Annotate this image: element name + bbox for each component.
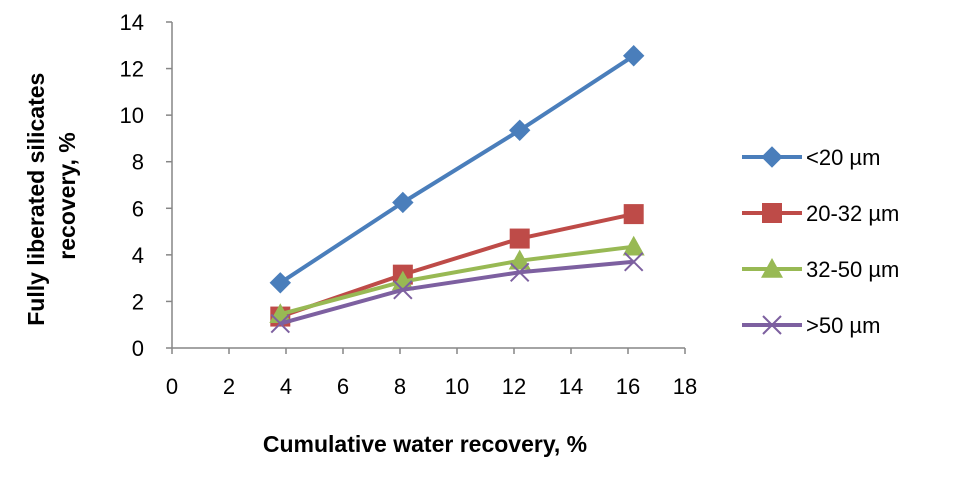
series-line	[279, 244, 634, 317]
y-tick-label: 14	[120, 10, 144, 35]
legend-marker	[761, 258, 783, 278]
data-point	[622, 235, 645, 256]
legend-label: >50 µm	[806, 313, 880, 338]
series-group	[269, 45, 645, 334]
x-tick-label: 2	[223, 374, 235, 399]
legend-item-4: >50 µm	[742, 313, 880, 338]
legend-item-3: 32-50 µm	[742, 257, 899, 282]
legend-label: 32-50 µm	[806, 257, 899, 282]
x-axis-ticks: 0 2 4 6 8 10 12 14 16 18	[166, 348, 697, 399]
x-tick-label: 0	[166, 374, 178, 399]
legend-marker	[762, 203, 782, 223]
legend-item-2: 20-32 µm	[742, 201, 899, 226]
y-axis-title-line-1: Fully liberated silicates	[23, 73, 49, 326]
data-point	[622, 45, 645, 67]
data-point	[623, 204, 644, 225]
y-axis-title-line-2: recovery, %	[54, 132, 80, 259]
marker-stroke	[509, 262, 530, 283]
data-point	[509, 262, 530, 283]
x-axis-title: Cumulative water recovery, %	[263, 431, 587, 457]
x-tick-label: 14	[559, 374, 583, 399]
axes	[171, 22, 685, 349]
x-tick-label: 8	[394, 374, 406, 399]
data-point	[270, 313, 291, 334]
legend-marker	[762, 315, 782, 335]
y-tick-label: 6	[132, 196, 144, 221]
y-tick-label: 10	[120, 103, 144, 128]
series-line	[279, 259, 634, 326]
legend-item-1: <20 µm	[742, 145, 880, 170]
series-1	[269, 45, 645, 294]
legend-label: 20-32 µm	[806, 201, 899, 226]
data-point	[623, 252, 644, 272]
data-point	[393, 280, 413, 300]
x-tick-label: 16	[616, 374, 640, 399]
legend-marker	[761, 146, 783, 168]
data-point	[509, 228, 530, 249]
y-tick-label: 0	[132, 336, 144, 361]
data-point	[269, 272, 292, 294]
series-4	[270, 252, 644, 334]
y-tick-label: 4	[132, 243, 144, 268]
x-tick-label: 6	[337, 374, 349, 399]
data-point	[508, 249, 531, 270]
series-line	[279, 212, 635, 319]
data-point	[508, 119, 531, 141]
x-tick-label: 18	[673, 374, 697, 399]
marker-stroke	[762, 315, 782, 335]
marker-stroke	[623, 252, 644, 272]
legend-label: <20 µm	[806, 145, 880, 170]
x-tick-label: 12	[502, 374, 526, 399]
marker-stroke	[270, 313, 291, 334]
x-tick-label: 10	[445, 374, 469, 399]
x-tick-label: 4	[280, 374, 292, 399]
data-point	[392, 191, 414, 214]
y-tick-label: 8	[132, 150, 144, 175]
y-axis-title: Fully liberated silicates recovery, %	[23, 66, 80, 326]
y-tick-label: 12	[120, 57, 144, 82]
series-line	[279, 54, 635, 285]
y-axis-ticks: 0 2 4 6 8 10 12 14	[120, 10, 172, 361]
marker-stroke	[393, 280, 413, 300]
y-tick-label: 2	[132, 289, 144, 314]
legend: <20 µm 20-32 µm 32-50 µm >50 µm	[742, 145, 899, 338]
